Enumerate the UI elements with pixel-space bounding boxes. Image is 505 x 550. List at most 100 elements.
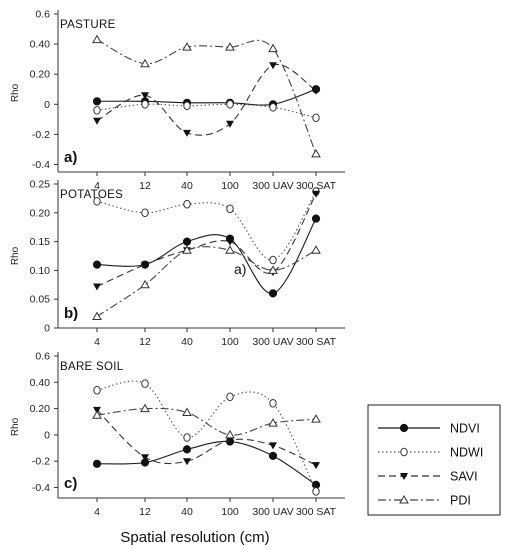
- series-line-ndwi: [96, 103, 317, 119]
- data-point-savi: [93, 117, 101, 125]
- y-axis-label: Rho: [10, 83, 21, 102]
- y-tick-label: 0.05: [30, 294, 51, 306]
- data-point-savi: [93, 283, 101, 291]
- x-tick-label: 12: [139, 336, 151, 348]
- panel-bare-soil: 0.6 0.40 0.20 0 -0.2 -0.4 4 12 40 100 300 UAV 300 S…: [10, 351, 345, 518]
- data-point-savi: [226, 238, 234, 246]
- x-tick-label: 300 UAV: [252, 336, 293, 348]
- data-point-pdi: [311, 148, 321, 158]
- y-tick-label: 0.20: [30, 207, 51, 219]
- x-tick-label: 100: [221, 336, 239, 348]
- y-tick-label: 0: [44, 99, 50, 111]
- series-line-ndvi: [96, 218, 317, 294]
- series-ndwi: [93, 379, 320, 496]
- series-line-ndvi: [96, 88, 317, 106]
- x-tick-label: 4: [94, 336, 100, 348]
- series-savi: [93, 62, 320, 137]
- y-tick-label: 0.10: [30, 265, 51, 277]
- legend-entry-savi: SAVI: [378, 470, 478, 484]
- series-pdi: [92, 403, 321, 439]
- data-point-ndvi: [182, 237, 192, 246]
- legend-entries: NDVI NDWI SAVI PDI: [378, 422, 483, 508]
- data-point-ndwi: [141, 379, 149, 388]
- data-point-ndvi: [92, 459, 102, 468]
- data-point-ndwi: [93, 197, 101, 206]
- data-point-pdi: [225, 42, 235, 51]
- y-axis-label: Rho: [10, 417, 21, 436]
- y-tick-label: 0.15: [30, 236, 51, 248]
- panel-title: POTATOES: [60, 189, 123, 201]
- data-point-ndvi: [92, 260, 102, 269]
- data-point-ndwi: [269, 399, 277, 408]
- x-tick-label: 40: [181, 336, 193, 348]
- data-point-ndwi: [141, 208, 149, 218]
- legend-swatch-marker: [399, 423, 409, 433]
- panel-label: b): [64, 305, 78, 322]
- series-line-savi: [96, 409, 317, 466]
- data-point-ndvi: [92, 97, 102, 106]
- data-point-ndwi: [269, 255, 277, 265]
- data-point-ndvi: [311, 214, 321, 223]
- series-ndwi: [93, 100, 320, 123]
- legend-entry-pdi: PDI: [378, 494, 471, 508]
- series-ndwi: [93, 187, 320, 265]
- series-savi: [93, 190, 320, 291]
- legend-entry-ndvi: NDVI: [378, 422, 480, 436]
- series-line-pdi: [96, 39, 317, 155]
- data-point-savi: [141, 454, 149, 462]
- data-point-savi: [183, 458, 191, 466]
- y-tick-label: 0: [44, 323, 50, 335]
- y-axis-label: Rho: [10, 246, 21, 265]
- data-point-ndvi: [182, 445, 192, 454]
- x-tick-label: 12: [139, 180, 151, 192]
- x-tick-label: 100: [221, 506, 239, 518]
- series-line-ndvi: [96, 440, 317, 486]
- data-point-savi: [269, 442, 277, 450]
- data-point-ndwi: [226, 100, 234, 109]
- series-line-pdi: [96, 246, 317, 317]
- chart-panels: 0.60.400.200-0.2-0.44 12 40 100 300 UAV 300 S…: [10, 9, 345, 518]
- data-point-ndwi: [183, 101, 191, 111]
- data-point-savi: [141, 261, 149, 269]
- data-point-savi: [312, 462, 320, 470]
- series-line-savi: [96, 63, 317, 136]
- y-tick-label: 0.40: [30, 377, 51, 389]
- y-tick-label: -0.2: [32, 129, 50, 141]
- data-point-pdi: [140, 279, 150, 289]
- legend-label: NDVI: [450, 422, 480, 436]
- x-tick-label: 40: [181, 506, 193, 518]
- y-tick-label: 0.6: [35, 9, 50, 21]
- data-point-ndvi: [268, 289, 278, 298]
- data-point-ndwi: [312, 113, 320, 123]
- data-point-ndwi: [141, 100, 149, 109]
- data-point-ndwi: [226, 392, 234, 402]
- data-point-savi: [226, 437, 234, 445]
- x-tick-label: 300 SAT: [296, 336, 337, 348]
- data-point-pdi: [268, 265, 278, 274]
- data-point-savi: [269, 62, 277, 70]
- legend-label: SAVI: [450, 470, 478, 484]
- y-tick-label: 0.20: [30, 69, 51, 81]
- panel-label: a): [64, 149, 77, 166]
- panel-pasture: 0.6 0.40 0.20 0 -0.2 -0.4 4 12 40 100 300 UAV 300 S…: [10, 9, 345, 192]
- y-tick-label: 0.25: [30, 179, 51, 191]
- x-tick-label: 300 UAV: [252, 506, 293, 518]
- panel-potatoes: 0.25 0.20 0.15 0.10 0.05 0 4 12 40 100 300 UAV 300 …: [10, 179, 345, 348]
- data-point-ndvi: [268, 451, 278, 460]
- x-axis-label: Spatial resolution (cm): [120, 529, 269, 546]
- series-pdi: [92, 245, 321, 320]
- data-point-pdi: [92, 311, 102, 320]
- data-point-ndwi: [93, 106, 101, 115]
- series-line-ndwi: [96, 380, 317, 492]
- legend-swatch-marker: [400, 473, 408, 480]
- legend-entry-ndwi: NDWI: [378, 446, 483, 460]
- x-tick-label: 300 SAT: [296, 506, 337, 518]
- y-tick-label: 0.20: [30, 403, 51, 415]
- panel-annotation: a): [234, 261, 246, 277]
- data-point-ndwi: [183, 433, 191, 442]
- y-tick-label: -0.4: [32, 159, 50, 171]
- data-point-pdi: [268, 43, 278, 53]
- data-point-savi: [312, 190, 320, 198]
- series-ndvi: [92, 85, 321, 109]
